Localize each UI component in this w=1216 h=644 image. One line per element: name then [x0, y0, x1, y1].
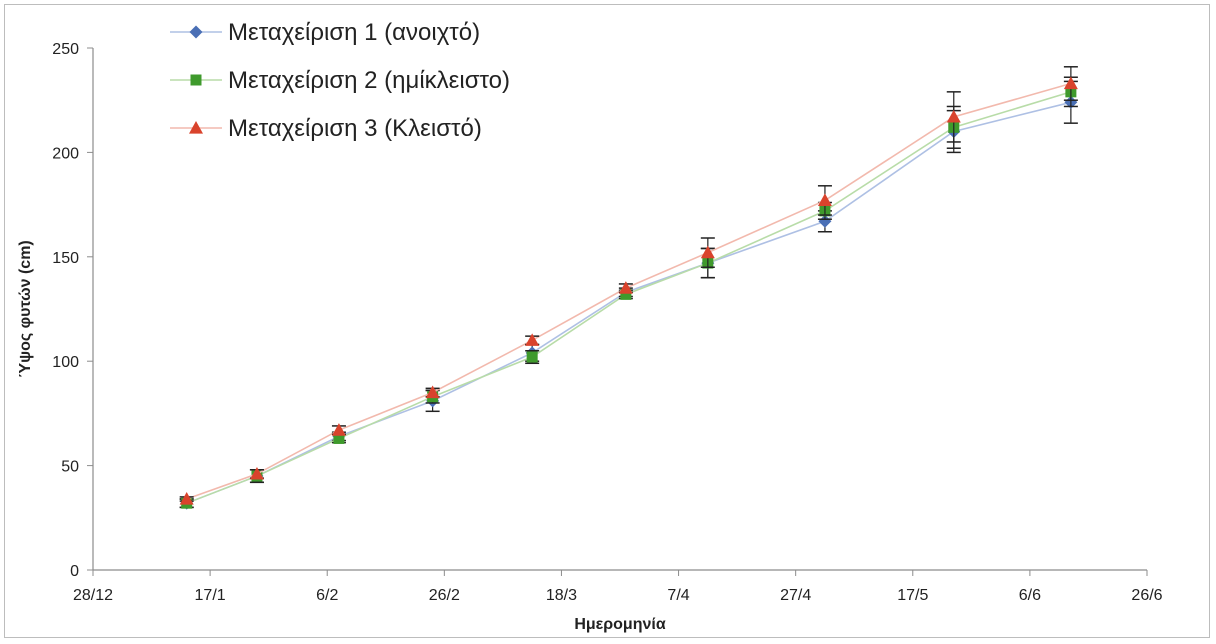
legend-label: Μεταχείριση 2 (ημίκλειστο) — [228, 67, 510, 94]
legend: Μεταχείριση 1 (ανοιχτό) Μεταχείριση 2 (ημ… — [170, 19, 510, 142]
data-point — [817, 193, 832, 207]
legend-item-1: Μεταχείριση 1 (ανοιχτό) — [170, 19, 480, 46]
series-line-1 — [186, 101, 1072, 504]
legend-marker — [189, 25, 203, 39]
data-point — [425, 385, 440, 399]
x-tick-label: 26/2 — [429, 587, 460, 604]
y-tick-label: 200 — [52, 145, 79, 162]
legend-marker — [190, 74, 202, 86]
data-point — [331, 423, 346, 436]
y-tick-label: 150 — [52, 250, 79, 267]
x-tick-label: 18/3 — [546, 587, 577, 604]
y-tick-label: 0 — [70, 563, 79, 580]
legend-marker — [189, 121, 203, 134]
data-point — [1063, 76, 1078, 90]
legend-label: Μεταχείριση 3 (Κλειστό) — [228, 115, 482, 142]
y-tick-label: 250 — [52, 41, 79, 58]
series-3 — [179, 66, 1078, 505]
data-point — [333, 432, 345, 444]
data-point — [179, 492, 194, 505]
series-line-2 — [186, 91, 1072, 504]
legend-item-2: Μεταχείριση 2 (ημίκλειστο) — [170, 67, 510, 94]
chart-frame — [4, 4, 1210, 638]
x-tick-label: 28/12 — [73, 587, 113, 604]
x-tick-label: 17/1 — [195, 587, 226, 604]
axes: 0 50 100 150 200 250 28/12 17/1 6/2 26/2 18/3 7/4 27… — [52, 41, 1162, 604]
data-point — [526, 351, 538, 363]
series-layer — [179, 66, 1078, 510]
data-point — [249, 466, 264, 480]
data-point — [525, 333, 540, 346]
data-point — [946, 109, 961, 123]
x-tick-label: 7/4 — [667, 587, 689, 604]
y-axis-title: Ύψος φυτών (cm) — [17, 240, 34, 378]
y-tick-label: 50 — [61, 459, 79, 476]
series-line-3 — [186, 82, 1072, 500]
x-tick-label: 6/2 — [316, 587, 338, 604]
x-tick-label: 26/6 — [1131, 587, 1162, 604]
x-tick-label: 27/4 — [780, 587, 811, 604]
x-axis-title: Ημερομηνία — [574, 616, 666, 633]
data-point — [818, 214, 832, 228]
legend-label: Μεταχείριση 1 (ανοιχτό) — [228, 19, 480, 46]
legend-item-3: Μεταχείριση 3 (Κλειστό) — [170, 115, 482, 142]
data-point — [700, 245, 715, 259]
y-tick-label: 100 — [52, 354, 79, 371]
data-point — [618, 281, 633, 294]
data-point — [620, 288, 632, 300]
x-tick-label: 17/5 — [897, 587, 928, 604]
x-tick-label: 6/6 — [1019, 587, 1041, 604]
